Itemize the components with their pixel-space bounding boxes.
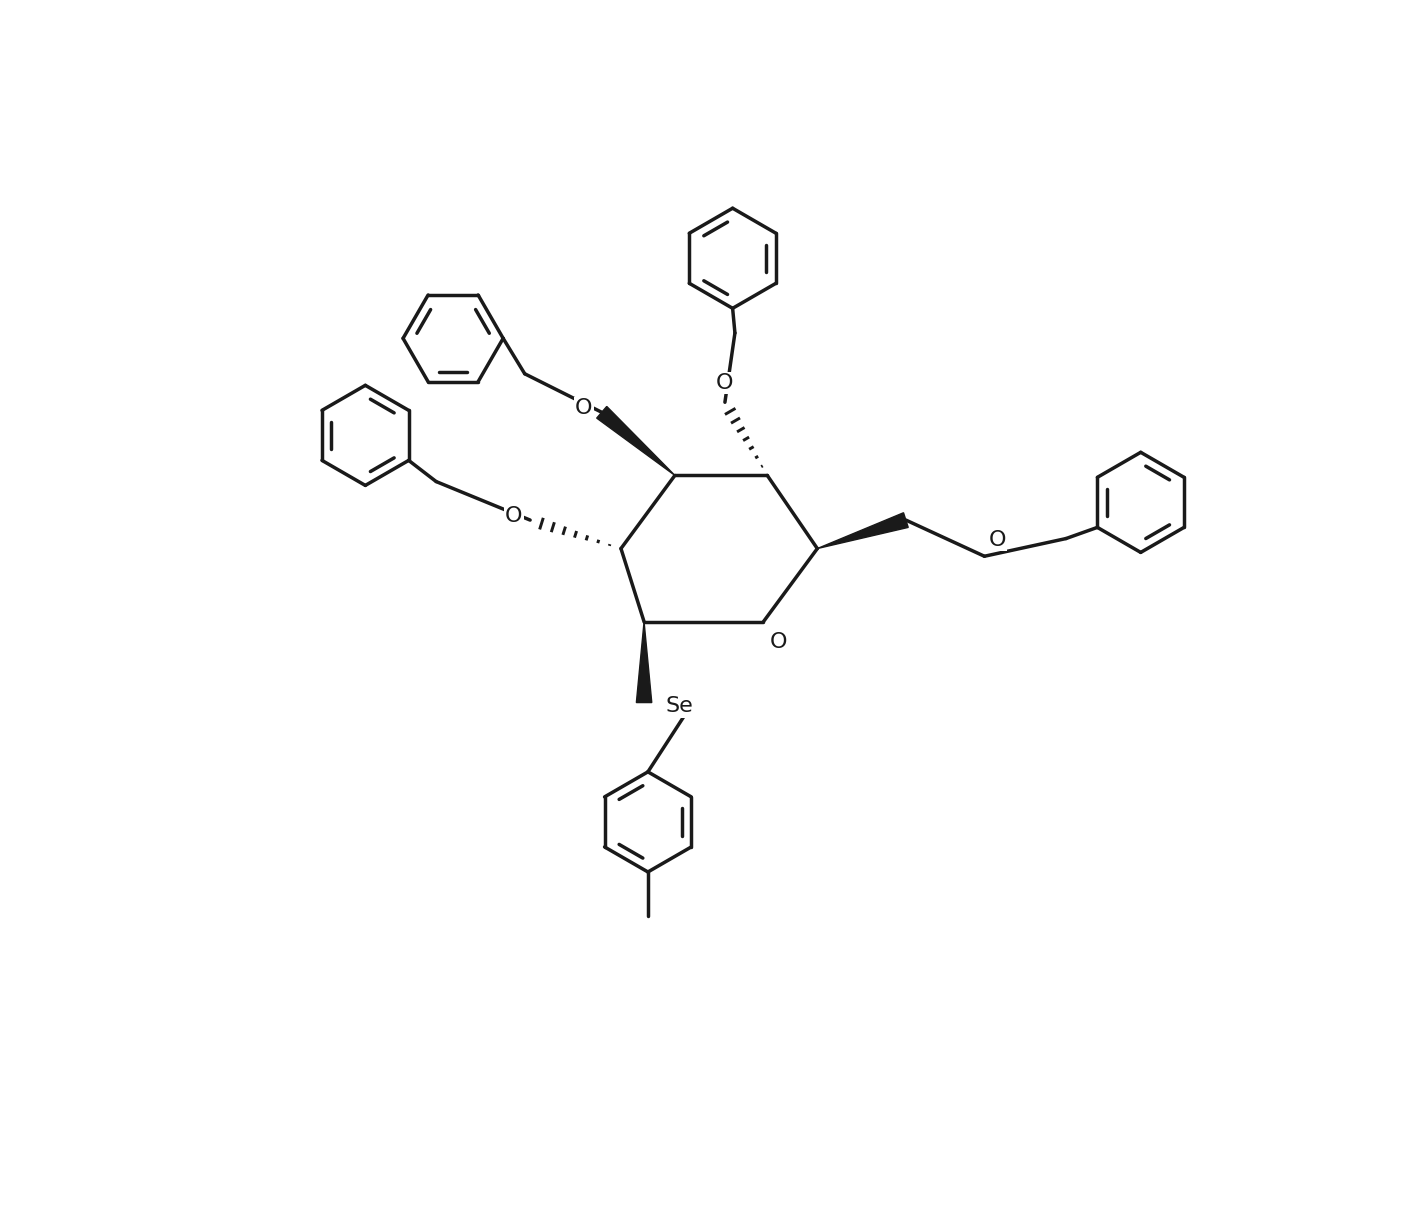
Polygon shape: [597, 406, 675, 475]
Text: O: O: [506, 507, 523, 526]
Text: O: O: [717, 374, 734, 393]
Text: O: O: [575, 399, 593, 418]
Text: Se: Se: [665, 696, 694, 717]
Text: O: O: [988, 530, 1005, 550]
Polygon shape: [637, 621, 651, 702]
Text: O: O: [770, 632, 787, 652]
Polygon shape: [817, 513, 908, 549]
